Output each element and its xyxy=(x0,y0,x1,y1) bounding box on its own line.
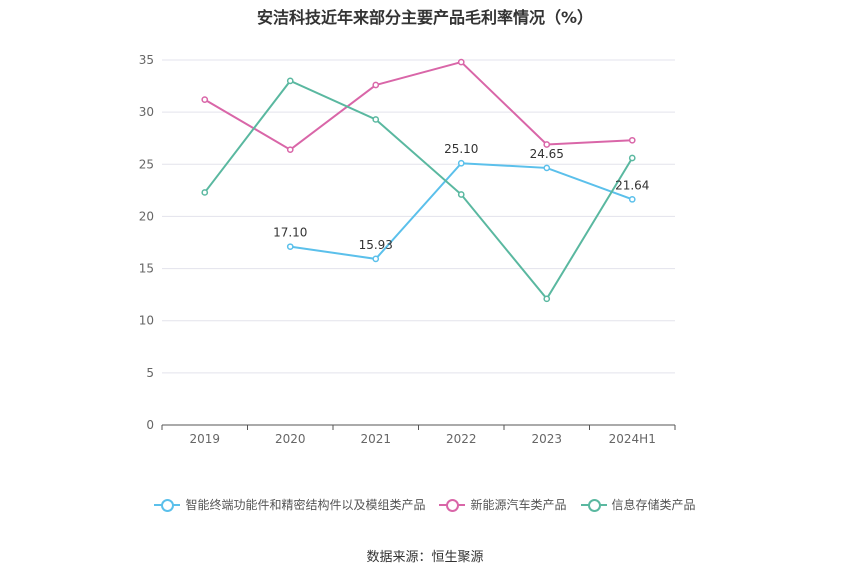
y-tick-label: 10 xyxy=(139,314,154,328)
legend-item[interactable]: 新能源汽车类产品 xyxy=(439,496,567,513)
legend-item[interactable]: 信息存储类产品 xyxy=(580,496,696,513)
data-point xyxy=(457,159,465,167)
data-labels: 17.10 15.93 25.10 24.65 21.64 xyxy=(273,142,649,252)
data-point xyxy=(372,116,380,123)
data-point xyxy=(372,81,380,89)
x-tick-label: 2023 xyxy=(531,432,562,446)
x-tick-label: 2021 xyxy=(360,432,391,446)
data-point xyxy=(628,195,636,203)
y-tick-label: 25 xyxy=(139,157,154,171)
data-label: 24.65 xyxy=(530,147,564,161)
series-line xyxy=(203,79,634,301)
y-tick-label: 35 xyxy=(139,53,154,67)
x-tick-label: 2019 xyxy=(189,432,220,446)
y-tick-label: 0 xyxy=(146,418,154,432)
y-tick-label: 20 xyxy=(139,209,154,223)
data-point xyxy=(628,136,636,144)
data-label: 25.10 xyxy=(444,142,478,156)
data-point xyxy=(457,58,465,66)
source-note: 数据来源：恒生聚源 xyxy=(366,550,484,565)
y-tick-label: 5 xyxy=(146,366,154,380)
x-tick-label: 2022 xyxy=(446,432,477,446)
series-lines xyxy=(201,58,636,303)
legend: 智能终端功能件和精密结构件以及模组类产品 新能源汽车类产品 信息存储类产品 xyxy=(0,496,850,513)
data-label: 17.10 xyxy=(273,226,307,240)
legend-swatch xyxy=(439,498,466,512)
data-point xyxy=(286,243,294,251)
data-point xyxy=(543,295,551,303)
data-point xyxy=(201,96,209,103)
legend-swatch xyxy=(154,498,181,512)
legend-label: 新能源汽车类产品 xyxy=(470,498,567,512)
legend-label: 智能终端功能件和精密结构件以及模组类产品 xyxy=(185,498,426,512)
data-point xyxy=(372,255,380,263)
legend-item[interactable]: 智能终端功能件和精密结构件以及模组类产品 xyxy=(154,496,425,513)
data-label: 15.93 xyxy=(359,238,393,252)
y-tick-label: 30 xyxy=(139,105,154,119)
data-label: 21.64 xyxy=(615,178,649,192)
x-tick-label: 2024H1 xyxy=(609,432,656,446)
data-point xyxy=(286,146,294,154)
series-line xyxy=(290,162,633,260)
grid-lines xyxy=(162,59,675,374)
data-point xyxy=(543,164,551,172)
data-point xyxy=(201,189,209,196)
axes: 0 5 10 15 20 25 30 35 2019 2020 2021 2022 2023 2024H1 xyxy=(139,53,676,446)
data-point xyxy=(628,154,636,162)
series-line xyxy=(204,60,633,151)
chart-title: 安洁科技近年来部分主要产品毛利率情况（%） xyxy=(256,8,594,27)
legend-swatch xyxy=(580,498,607,512)
data-point xyxy=(543,141,551,148)
y-tick-label: 15 xyxy=(139,262,154,276)
legend-label: 信息存储类产品 xyxy=(611,498,696,512)
data-point xyxy=(457,191,465,198)
x-tick-label: 2020 xyxy=(275,432,306,446)
data-point xyxy=(286,77,294,85)
